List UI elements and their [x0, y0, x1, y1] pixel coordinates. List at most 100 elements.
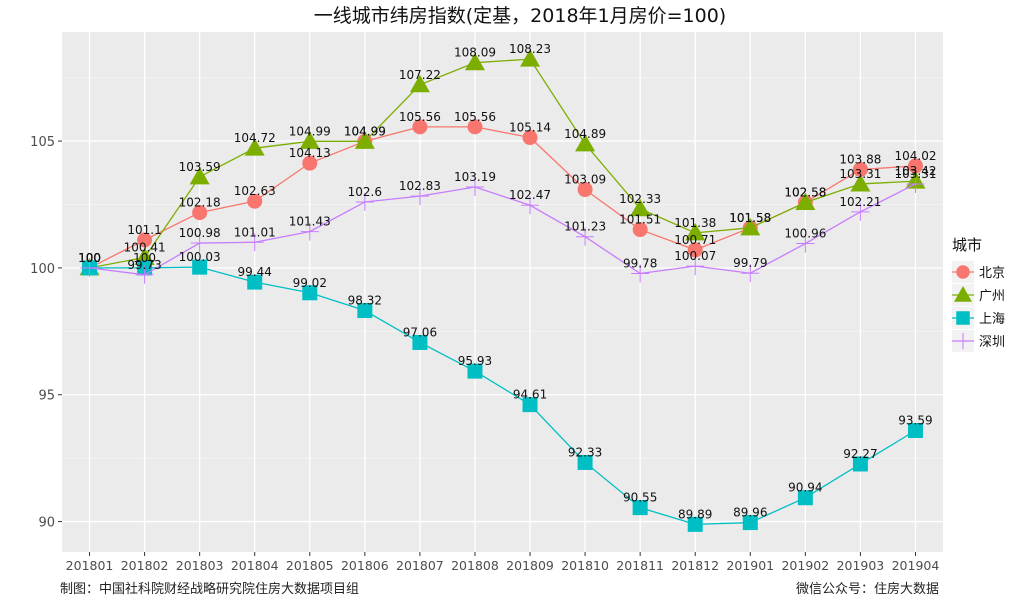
data-label: 101.43: [289, 215, 331, 229]
data-point: [245, 233, 264, 252]
x-tick-label: 201806: [341, 558, 389, 573]
data-label: 90.94: [788, 481, 822, 495]
data-label: 100.03: [179, 250, 221, 264]
series-line: [89, 183, 916, 276]
data-label: 103.31: [894, 167, 936, 181]
data-point: [522, 130, 538, 146]
data-point: [247, 274, 263, 290]
data-label: 100.41: [124, 241, 166, 255]
data-point: [687, 516, 703, 532]
data-label: 92.27: [843, 447, 877, 461]
data-point: [299, 131, 320, 149]
y-tick-label: 95: [38, 389, 55, 404]
legend-title: 城市: [952, 236, 982, 254]
legend-label: 广州: [979, 289, 1005, 304]
data-point: [465, 177, 484, 196]
legend-label: 上海: [979, 312, 1005, 327]
data-point: [575, 133, 596, 152]
y-tick-label: 100: [30, 262, 55, 277]
data-point: [354, 131, 375, 149]
data-label: 99.78: [623, 256, 657, 270]
data-label: 102.21: [839, 195, 881, 209]
data-point: [630, 198, 651, 217]
footer-wechat: 微信公众号：住房大数据: [795, 582, 939, 597]
data-point: [687, 242, 703, 258]
data-point: [192, 259, 208, 275]
data-point: [520, 49, 541, 67]
legend-label: 北京: [979, 266, 1005, 281]
data-point: [632, 500, 648, 516]
data-label: 102.18: [179, 196, 221, 210]
data-label: 97.06: [403, 325, 437, 339]
x-tick-label: 201903: [837, 558, 885, 573]
legend-key-marker: [954, 286, 972, 302]
data-label: 102.47: [509, 188, 551, 202]
data-label: 102.58: [784, 185, 826, 199]
series-line: [89, 266, 916, 526]
data-point: [577, 454, 593, 470]
data-point: [851, 202, 870, 221]
legend-key-marker: [956, 265, 970, 279]
data-label: 108.09: [454, 46, 496, 60]
label-layer: 100 101.1 102.18 102.63 104.13 104.99 105.56 10…: [78, 42, 936, 521]
data-label: 92.33: [568, 445, 602, 459]
data-label: 101.01: [234, 225, 276, 239]
data-label: 104.02: [894, 149, 936, 163]
plot-panel: [62, 32, 943, 552]
data-label: 101.1: [127, 223, 161, 237]
data-label: 107.22: [399, 68, 441, 82]
data-label: 100.71: [674, 233, 716, 247]
data-point: [576, 227, 595, 246]
data-label: 108.23: [509, 42, 551, 56]
data-label: 103.42: [894, 164, 936, 178]
data-point: [409, 74, 430, 93]
data-label: 103.59: [179, 160, 221, 174]
data-point: [189, 166, 210, 185]
data-label: 104.72: [234, 131, 276, 145]
data-label: 103.88: [839, 152, 881, 166]
x-tick-label: 201901: [726, 558, 774, 573]
data-label: 99.79: [733, 256, 767, 270]
data-point: [300, 222, 319, 241]
x-tick-label: 201801: [66, 558, 114, 573]
data-point: [852, 161, 868, 177]
data-label: 89.96: [733, 506, 767, 520]
data-point: [357, 303, 373, 319]
data-label: 100.07: [674, 249, 716, 263]
data-label: 99.73: [127, 258, 161, 272]
data-label: 101.38: [674, 216, 716, 230]
x-tick-label: 201802: [121, 558, 169, 573]
data-label: 99.44: [238, 265, 272, 279]
data-point: [137, 232, 153, 248]
data-point: [577, 182, 593, 198]
data-label: 93.59: [898, 413, 932, 427]
x-tick-label: 201805: [286, 558, 334, 573]
x-tick-label: 201811: [616, 558, 664, 573]
data-label: 103.31: [839, 167, 881, 181]
legend-key-marker: [956, 311, 970, 325]
data-point: [190, 234, 209, 253]
x-tick-label: 201904: [892, 558, 940, 573]
data-point: [907, 422, 923, 438]
series-2: [79, 49, 926, 276]
data-point: [632, 222, 648, 238]
x-tick-label: 201902: [781, 558, 829, 573]
data-label: 102.58: [784, 185, 826, 199]
x-tick-label: 201808: [451, 558, 499, 573]
data-point: [412, 334, 428, 350]
data-label: 104.99: [289, 124, 331, 138]
data-label: 94.61: [513, 388, 547, 402]
data-point: [740, 217, 761, 236]
data-label: 100: [78, 251, 101, 265]
x-tick-label: 201804: [231, 558, 279, 573]
data-point: [797, 490, 813, 506]
data-label: 100.96: [784, 227, 826, 241]
data-point: [244, 138, 265, 156]
data-label: 100: [78, 251, 101, 265]
x-tick-label: 201810: [561, 558, 609, 573]
data-label: 100: [78, 251, 101, 265]
data-point: [247, 193, 263, 209]
data-label: 104.89: [564, 127, 606, 141]
data-point: [467, 363, 483, 379]
